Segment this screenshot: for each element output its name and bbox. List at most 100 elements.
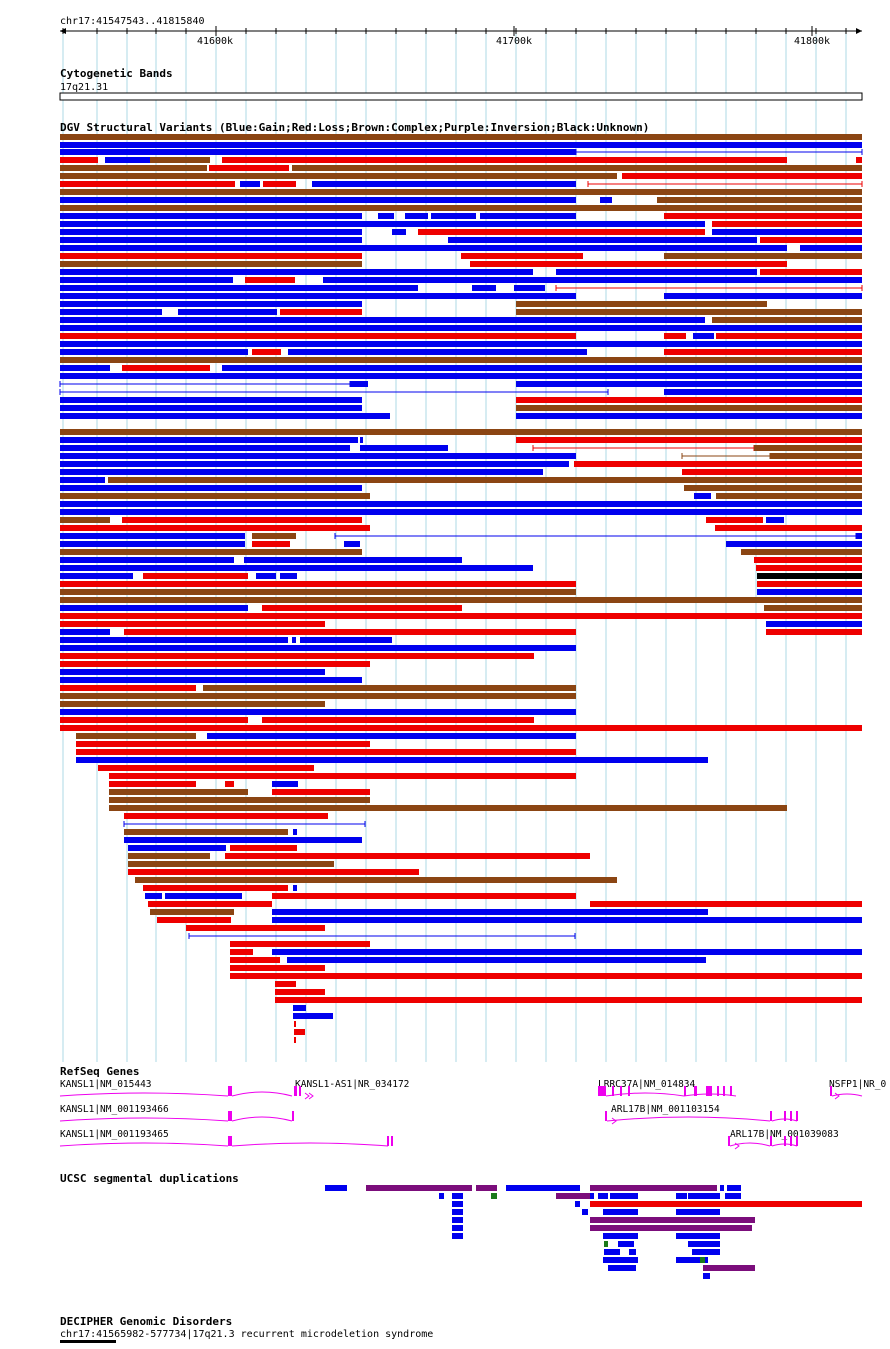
gene-exon[interactable] bbox=[620, 1086, 622, 1096]
dgv-variant[interactable] bbox=[756, 565, 862, 571]
dgv-variant[interactable] bbox=[431, 213, 476, 219]
dgv-variant[interactable] bbox=[60, 557, 234, 563]
dgv-variant[interactable] bbox=[165, 893, 242, 899]
dgv-variant[interactable] bbox=[294, 1029, 305, 1035]
dgv-variant[interactable] bbox=[590, 901, 862, 907]
dgv-variant[interactable] bbox=[293, 1005, 306, 1011]
dgv-variant[interactable] bbox=[128, 861, 334, 867]
dgv-variant[interactable] bbox=[60, 237, 362, 243]
dgv-variant[interactable] bbox=[716, 333, 862, 339]
dgv-variant[interactable] bbox=[516, 413, 862, 419]
dgv-variant[interactable] bbox=[145, 893, 162, 899]
segmental-duplication[interactable] bbox=[692, 1249, 720, 1255]
dgv-variant[interactable] bbox=[60, 653, 534, 659]
dgv-track[interactable]: DGV Structural Variants (Blue:Gain;Red:L… bbox=[59, 121, 863, 1043]
dgv-variant[interactable] bbox=[480, 213, 494, 219]
dgv-variant[interactable] bbox=[60, 293, 576, 299]
dgv-variant[interactable] bbox=[494, 213, 576, 219]
dgv-variant[interactable] bbox=[60, 253, 362, 259]
dgv-variant[interactable] bbox=[60, 717, 248, 723]
gene-exon[interactable] bbox=[784, 1136, 786, 1146]
gene-exon[interactable] bbox=[598, 1086, 606, 1096]
dgv-variant[interactable] bbox=[60, 309, 162, 315]
dgv-variant[interactable] bbox=[60, 445, 350, 451]
dgv-variant[interactable] bbox=[263, 181, 296, 187]
dgv-variant[interactable] bbox=[60, 477, 105, 483]
dgv-variant[interactable] bbox=[60, 485, 362, 491]
dgv-variant[interactable] bbox=[706, 517, 763, 523]
dgv-variant[interactable] bbox=[60, 221, 705, 227]
segmental-duplication[interactable] bbox=[676, 1257, 708, 1263]
dgv-variant[interactable] bbox=[157, 917, 231, 923]
segmental-duplication[interactable] bbox=[720, 1185, 724, 1191]
dgv-variant[interactable] bbox=[252, 349, 281, 355]
gene-exon[interactable] bbox=[612, 1086, 614, 1096]
dgv-variant[interactable] bbox=[128, 869, 419, 875]
segmental-duplication[interactable] bbox=[506, 1185, 562, 1191]
dgv-variant[interactable] bbox=[760, 269, 862, 275]
dgv-variant[interactable] bbox=[76, 733, 196, 739]
dgv-variant[interactable] bbox=[256, 573, 276, 579]
dgv-variant[interactable] bbox=[60, 549, 362, 555]
segmental-duplication[interactable] bbox=[604, 1249, 620, 1255]
dgv-variant[interactable] bbox=[716, 493, 862, 499]
dgv-variant[interactable] bbox=[122, 365, 210, 371]
dgv-variant[interactable] bbox=[287, 957, 706, 963]
dgv-variant[interactable] bbox=[405, 213, 428, 219]
dgv-variant[interactable] bbox=[207, 733, 576, 739]
dgv-variant[interactable] bbox=[252, 533, 296, 539]
dgv-variant[interactable] bbox=[766, 629, 862, 635]
cytoband-band-17q21-31[interactable] bbox=[59, 92, 863, 101]
dgv-variant[interactable] bbox=[135, 877, 617, 883]
segdup-track[interactable]: UCSC segmental duplications bbox=[60, 1172, 862, 1279]
dgv-variant[interactable] bbox=[60, 261, 362, 267]
dgv-variant[interactable] bbox=[124, 829, 288, 835]
dgv-variant[interactable] bbox=[60, 533, 245, 539]
gene-exon[interactable] bbox=[628, 1086, 630, 1096]
dgv-variant[interactable] bbox=[225, 853, 590, 859]
segmental-duplication[interactable] bbox=[325, 1185, 347, 1191]
dgv-variant[interactable] bbox=[272, 949, 862, 955]
dgv-variant[interactable] bbox=[757, 573, 862, 579]
dgv-variant[interactable] bbox=[418, 229, 705, 235]
dgv-variant[interactable] bbox=[143, 885, 288, 891]
decipher-feature-bar[interactable] bbox=[60, 1340, 116, 1343]
dgv-variant[interactable] bbox=[60, 165, 207, 171]
segmental-duplication[interactable] bbox=[688, 1193, 720, 1199]
dgv-variant[interactable] bbox=[124, 837, 362, 843]
dgv-variant[interactable] bbox=[109, 797, 370, 803]
dgv-variant[interactable] bbox=[516, 437, 862, 443]
dgv-variant[interactable] bbox=[60, 277, 233, 283]
refseq-track[interactable]: RefSeq Genes KANSL1|NM_015443 KANSL1-AS1… bbox=[59, 1065, 886, 1150]
dgv-variant[interactable] bbox=[293, 885, 297, 891]
dgv-variant[interactable] bbox=[60, 173, 617, 179]
dgv-variant[interactable] bbox=[230, 845, 297, 851]
dgv-variant[interactable] bbox=[109, 781, 196, 787]
dgv-variant[interactable] bbox=[109, 789, 248, 795]
dgv-variant[interactable] bbox=[124, 813, 328, 819]
dgv-variant[interactable] bbox=[60, 189, 862, 195]
dgv-variant[interactable] bbox=[60, 397, 362, 403]
dgv-variant[interactable] bbox=[109, 805, 787, 811]
dgv-variant[interactable] bbox=[574, 461, 862, 467]
dgv-variant[interactable] bbox=[272, 909, 708, 915]
dgv-variant[interactable] bbox=[60, 581, 576, 587]
dgv-variant[interactable] bbox=[470, 261, 787, 267]
segmental-duplication[interactable] bbox=[439, 1193, 444, 1199]
dgv-variant[interactable] bbox=[60, 677, 362, 683]
dgv-variant[interactable] bbox=[664, 253, 862, 259]
dgv-variant[interactable] bbox=[60, 269, 533, 275]
dgv-variant[interactable] bbox=[294, 1021, 296, 1027]
gene-exon[interactable] bbox=[387, 1136, 389, 1146]
dgv-variant[interactable] bbox=[766, 517, 784, 523]
dgv-variant[interactable] bbox=[856, 533, 862, 539]
dgv-variant[interactable] bbox=[657, 197, 862, 203]
dgv-variant[interactable] bbox=[60, 429, 862, 435]
dgv-variant[interactable] bbox=[122, 517, 362, 523]
segmental-duplication[interactable] bbox=[590, 1201, 862, 1207]
dgv-variant[interactable] bbox=[323, 277, 862, 283]
dgv-variant[interactable] bbox=[60, 469, 543, 475]
dgv-variant[interactable] bbox=[60, 229, 362, 235]
dgv-variant[interactable] bbox=[664, 333, 686, 339]
dgv-variant[interactable] bbox=[461, 253, 583, 259]
